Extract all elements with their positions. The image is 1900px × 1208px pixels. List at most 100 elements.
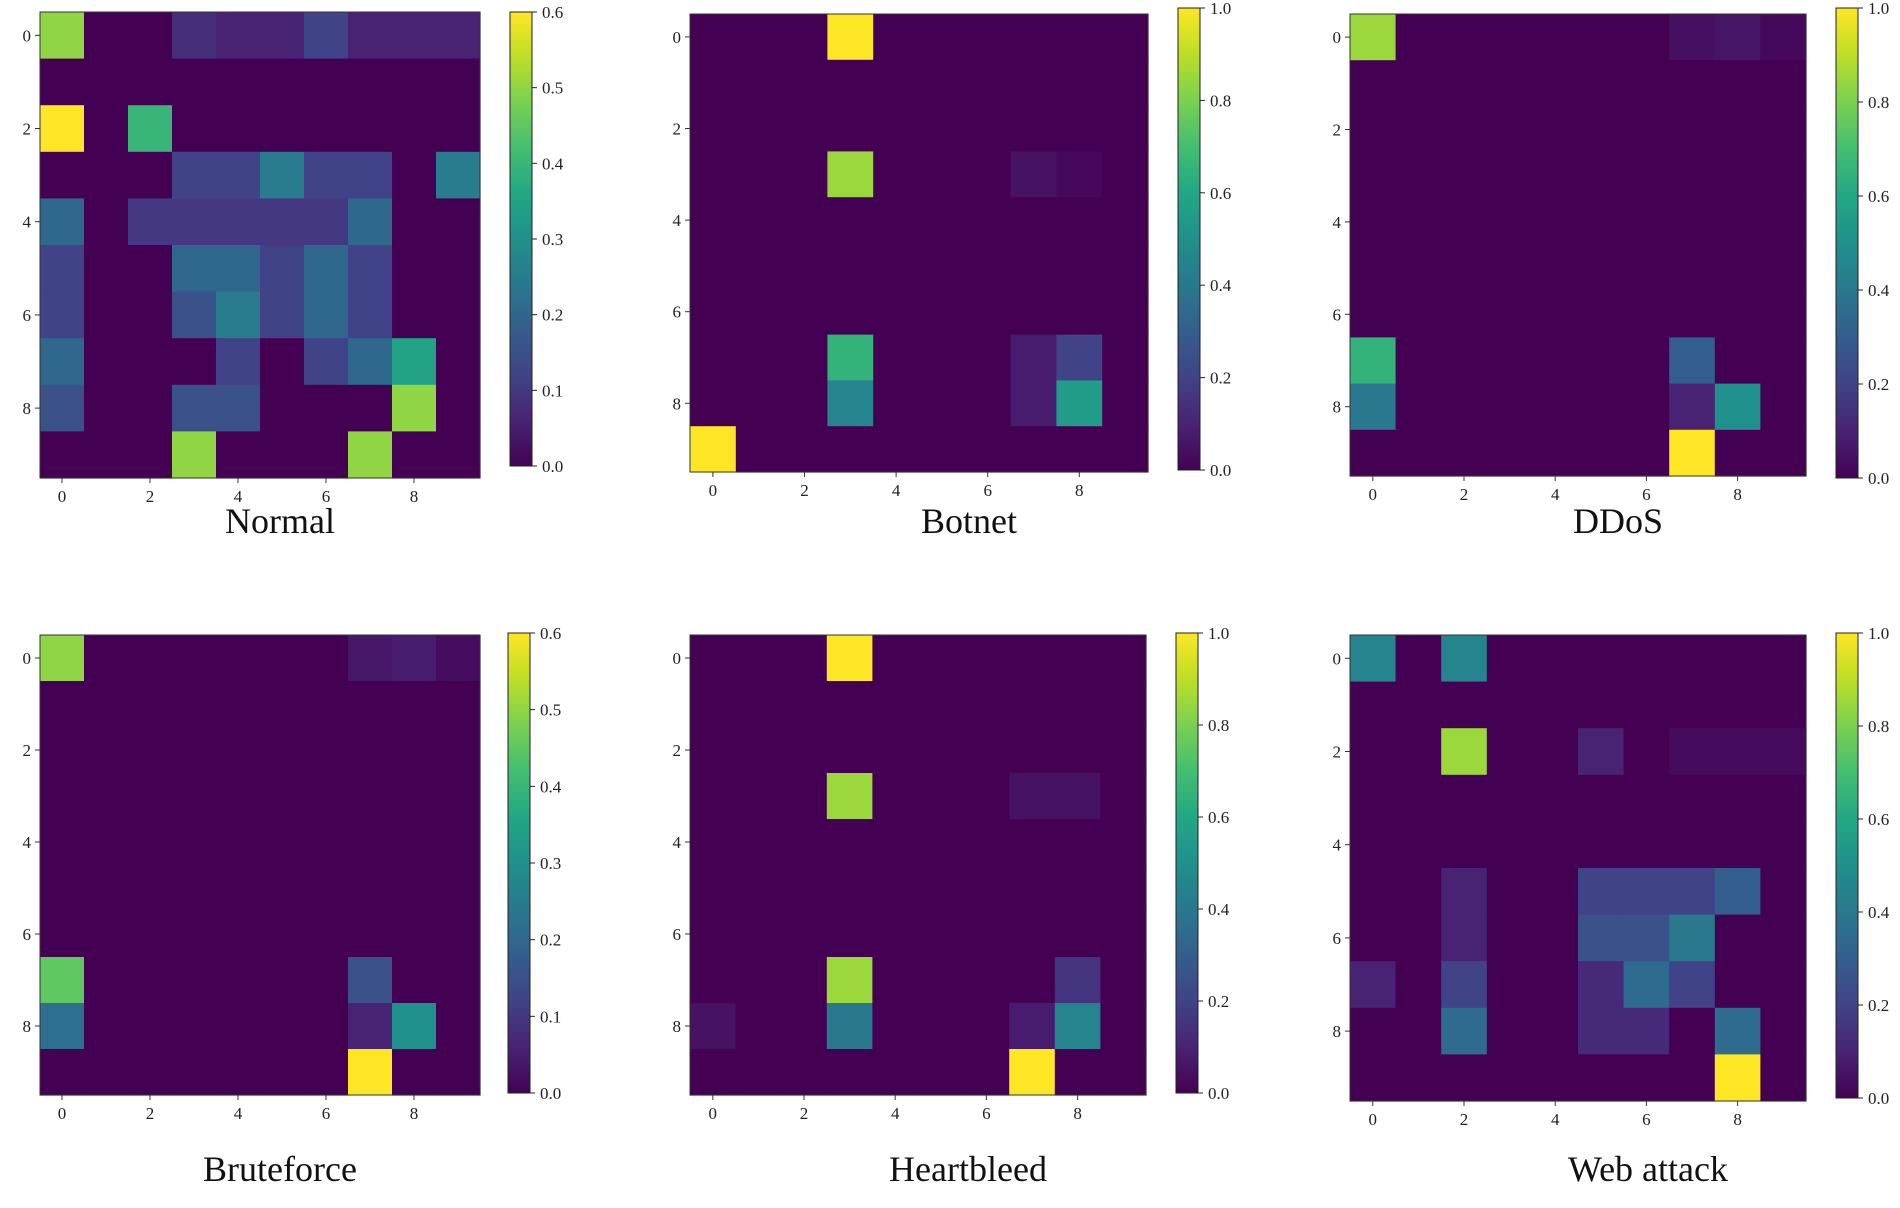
x-tick-label: 8 (1073, 1104, 1082, 1123)
caption-web-attack: Web attack (1567, 1149, 1728, 1189)
heatmap-cell (128, 957, 173, 1004)
heatmap-cell (1532, 429, 1579, 477)
heatmap-cell (1056, 243, 1103, 290)
colorbar-tick-label: 0.2 (540, 931, 561, 950)
heatmap-cell (919, 59, 966, 107)
caption-ddos: DDoS (1572, 501, 1664, 541)
heatmap-cell (781, 681, 828, 728)
heatmap-cell (436, 1049, 481, 1096)
heatmap-cell (436, 198, 481, 246)
heatmap-cell (172, 431, 217, 479)
heatmap-cell (1054, 727, 1101, 774)
heatmap-cell (1102, 151, 1149, 198)
heatmap-cell (1714, 291, 1761, 338)
heatmap-cell (40, 1049, 85, 1096)
heatmap-cell (1102, 334, 1149, 381)
heatmap-cell (1395, 774, 1442, 822)
heatmap-cell (690, 911, 737, 958)
heatmap-cell (1486, 291, 1533, 338)
heatmap-cell (1010, 334, 1057, 381)
heatmap-cell (1395, 245, 1442, 292)
x-tick-label: 0 (709, 1104, 718, 1123)
heatmap-cell (963, 957, 1010, 1004)
heatmap-cell (348, 151, 393, 199)
heatmap-cell (872, 911, 919, 958)
heatmap-cell (735, 59, 783, 107)
heatmap-cell (1395, 961, 1442, 1009)
heatmap-cell (1350, 728, 1397, 776)
heatmap-cell (873, 151, 920, 198)
heatmap-cell (1100, 957, 1147, 1004)
heatmap-cell (84, 384, 129, 432)
heatmap-cell (1669, 635, 1716, 683)
colorbar-tick-label: 0.0 (540, 1084, 561, 1103)
heatmap-cell (781, 288, 828, 336)
heatmap-cell (1714, 868, 1761, 916)
heatmap-cell (1623, 868, 1670, 916)
heatmap-cell (919, 197, 966, 244)
heatmap-cell (1532, 961, 1579, 1009)
heatmap-cell (1623, 635, 1670, 683)
heatmap-cell (1532, 152, 1579, 200)
heatmap-cell (690, 14, 737, 61)
y-tick-label: 2 (673, 120, 682, 139)
heatmap-cell (84, 819, 129, 866)
heatmap-cell (1056, 426, 1103, 473)
heatmap-cell (1669, 961, 1716, 1009)
heatmap-cell (1441, 291, 1488, 338)
colorbar-tick-label: 0.0 (1868, 1089, 1889, 1108)
heatmap-web-attack: 0 2 4 6 8 0 2 4 6 8 0.0 0.2 0.4 0.6 0.8 1.0 (1333, 624, 1890, 1129)
heatmap-cell (1669, 291, 1716, 338)
y-tick-label: 2 (1333, 743, 1342, 762)
heatmap-cell (1623, 1054, 1670, 1102)
heatmap-cell (918, 727, 965, 774)
heatmap-cell (873, 288, 920, 336)
heatmap-cell (690, 426, 737, 473)
heatmap-cell (216, 431, 261, 479)
heatmap-cell (781, 635, 828, 682)
heatmap-cell (1669, 429, 1716, 477)
heatmap-cell (392, 291, 437, 339)
x-tick-label: 0 (1369, 1110, 1378, 1129)
heatmap-cell (963, 1049, 1010, 1096)
y-tick-label: 4 (23, 213, 32, 232)
heatmap-cell (1395, 1007, 1442, 1055)
heatmap-cell (872, 957, 919, 1004)
heatmap-cell (1486, 961, 1533, 1009)
heatmap-cell (1760, 152, 1807, 200)
colorbar (1175, 632, 1199, 1094)
heatmap-cell (1760, 1054, 1807, 1102)
heatmap-cell (128, 105, 173, 153)
heatmap-cell (1350, 774, 1397, 822)
heatmap-cell (1669, 1007, 1716, 1055)
heatmap-cell (1441, 821, 1488, 869)
caption-normal: Normal (225, 501, 335, 541)
heatmap-cell (827, 288, 874, 336)
heatmap-cell (1760, 681, 1807, 729)
heatmap-cell (1714, 198, 1761, 246)
heatmap-cell (436, 384, 481, 432)
heatmap-cell (1350, 14, 1397, 61)
heatmap-cell (1486, 635, 1533, 683)
heatmap-cell (964, 59, 1012, 107)
y-tick-label: 8 (23, 399, 32, 418)
heatmap-cell (348, 338, 393, 386)
heatmap-cell (1760, 106, 1807, 154)
heatmap-cell (1010, 288, 1057, 336)
heatmap-cell (872, 1003, 919, 1050)
heatmap-cell (436, 681, 481, 728)
heatmap-cell (1054, 1003, 1101, 1050)
heatmap-cell (781, 59, 828, 107)
heatmap-cell (1056, 151, 1103, 198)
heatmap-cell (1532, 1007, 1579, 1055)
heatmap-cell (436, 245, 481, 293)
heatmap-cell (304, 105, 349, 153)
heatmap-cell (216, 635, 261, 682)
heatmap-cell (1714, 14, 1761, 61)
heatmap-cell (1532, 60, 1579, 107)
heatmap-cell (1532, 868, 1579, 916)
colorbar-tick-label: 0.6 (1868, 810, 1889, 829)
heatmap-cell (1350, 337, 1397, 385)
heatmap-cell (1395, 14, 1442, 61)
heatmap-cell (826, 865, 873, 912)
